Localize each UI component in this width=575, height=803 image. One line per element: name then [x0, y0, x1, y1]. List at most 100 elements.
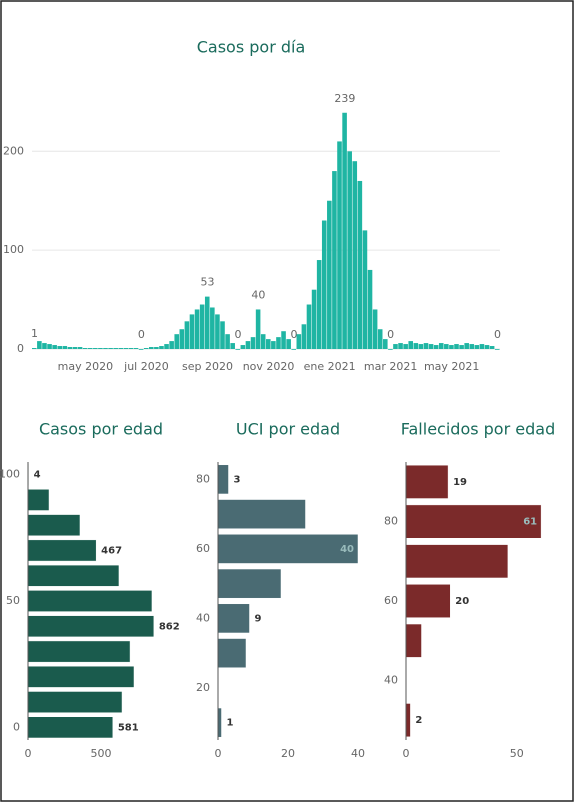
bar [245, 341, 251, 349]
bar [276, 337, 281, 349]
x-tick-label: sep 2020 [182, 360, 233, 373]
bar [332, 171, 337, 349]
bar [398, 343, 403, 349]
bar [220, 321, 225, 349]
bar [357, 180, 363, 349]
bar [27, 590, 153, 612]
bar [123, 348, 129, 349]
bar [321, 220, 327, 349]
bar [260, 334, 266, 349]
bar [32, 348, 37, 349]
bar [301, 324, 307, 349]
x-tick-label: 0 [215, 747, 222, 760]
bar [418, 344, 424, 349]
bar [372, 309, 378, 349]
value-label: 581 [118, 722, 139, 733]
y-tick-label: 40 [196, 611, 210, 624]
bar [449, 345, 454, 349]
bar [179, 329, 185, 349]
bar [62, 346, 68, 349]
bar [52, 345, 57, 349]
bar [459, 345, 464, 349]
value-label: 4 [34, 470, 41, 481]
bar [271, 341, 276, 349]
bar [108, 348, 113, 349]
bar [405, 703, 411, 738]
bar [235, 349, 241, 350]
value-label: 0 [387, 328, 394, 341]
bar [217, 603, 250, 634]
bar [27, 514, 81, 537]
bar [138, 349, 144, 350]
bar [438, 343, 444, 349]
bar [118, 348, 124, 349]
y-tick-label: 60 [196, 542, 210, 555]
value-label: 19 [453, 477, 467, 488]
bar [57, 346, 63, 349]
y-tick-label: 50 [6, 594, 20, 607]
y-tick-label: 0 [17, 342, 24, 355]
bar [27, 691, 123, 713]
bar [27, 564, 120, 587]
value-label: 239 [334, 92, 355, 105]
bar [215, 314, 220, 349]
bar [133, 348, 139, 349]
x-tick-label: 20 [281, 747, 295, 760]
y-tick-label: 100 [0, 468, 20, 481]
bar [474, 345, 480, 349]
bar [230, 343, 235, 349]
value-label: 0 [290, 328, 297, 341]
value-label: 40 [340, 544, 354, 555]
bar [174, 334, 180, 349]
bar [464, 343, 469, 349]
bar [217, 534, 359, 564]
y-tick-label: 100 [3, 243, 24, 256]
bar [128, 348, 134, 349]
value-label: 1 [31, 327, 38, 340]
bar [405, 464, 449, 499]
bar [405, 623, 422, 658]
value-label: 0 [138, 328, 145, 341]
bar [255, 309, 261, 349]
bar [428, 344, 434, 349]
value-label: 61 [523, 517, 537, 528]
value-label: 467 [101, 545, 122, 556]
bar [225, 334, 230, 349]
bar [413, 343, 419, 349]
bar [479, 344, 485, 349]
bar [388, 349, 393, 350]
bar [217, 707, 222, 738]
value-label: 53 [201, 276, 215, 289]
x-tick-label: 0 [403, 747, 410, 760]
bar [327, 200, 332, 349]
bar [37, 341, 42, 349]
bar [27, 615, 155, 638]
bar [67, 347, 73, 349]
x-tick-label: nov 2020 [243, 360, 295, 373]
value-label: 3 [234, 474, 241, 485]
bar [489, 346, 495, 349]
x-tick-label: may 2021 [424, 360, 479, 373]
bar [72, 347, 78, 349]
chart-title: UCI por edad [236, 420, 340, 439]
y-tick-label: 80 [196, 472, 210, 485]
bar [403, 344, 408, 349]
bar [87, 348, 93, 349]
y-tick-label: 80 [384, 515, 398, 528]
y-tick-label: 20 [196, 681, 210, 694]
bar [103, 348, 108, 349]
bar [199, 304, 205, 349]
y-tick-label: 40 [384, 673, 398, 686]
x-tick-label: 40 [351, 747, 365, 760]
bar [93, 348, 98, 349]
x-tick-label: mar 2021 [364, 360, 417, 373]
bar [367, 269, 373, 349]
bar [82, 348, 88, 349]
bar [423, 343, 429, 349]
x-tick-label: jul 2020 [123, 360, 169, 373]
value-label: 40 [251, 288, 265, 301]
bar [405, 504, 542, 539]
bar [408, 341, 414, 349]
bar [210, 307, 215, 349]
